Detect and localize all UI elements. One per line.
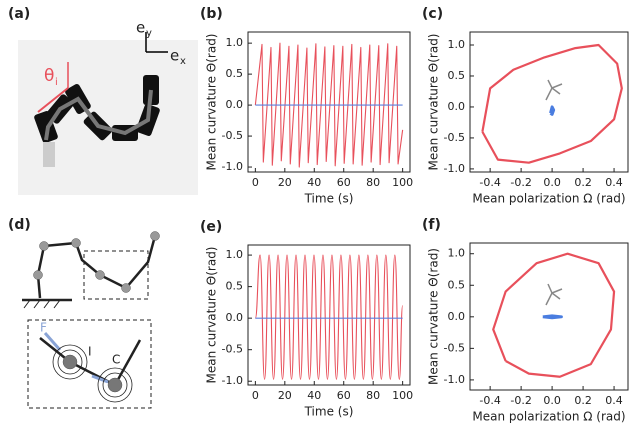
- y-tick-label: 0.0: [226, 98, 244, 111]
- series-line: [481, 43, 623, 164]
- y-tick-label: -0.5: [222, 343, 243, 356]
- coupling-label: C: [112, 353, 120, 367]
- y-axis-label: Mean curvature Θ(rad): [427, 248, 441, 385]
- x-tick-label: 0.4: [605, 176, 623, 189]
- y-tick-label: 0.5: [226, 280, 244, 293]
- x-tick-label: -0.4: [479, 176, 500, 189]
- angle-label-sub: i: [55, 77, 58, 88]
- x-tick-label: 40: [307, 389, 321, 402]
- y-axis-label: Mean curvature Θ(rad): [205, 247, 219, 384]
- x-tick-label: 0.2: [574, 176, 592, 189]
- panel-label: (d): [8, 217, 31, 233]
- x-tick-label: -0.4: [479, 394, 500, 407]
- y-axis-label: Mean curvature Θ(rad): [205, 34, 219, 171]
- y-tick-label: -0.5: [444, 131, 465, 144]
- series-line: [492, 252, 616, 378]
- y-tick-label: 1.0: [226, 248, 244, 261]
- plot-frame: [247, 244, 411, 386]
- y-tick-label: -0.5: [222, 129, 243, 142]
- x-tick-label: 100: [392, 176, 413, 189]
- y-tick-label: 0.0: [448, 100, 466, 113]
- x-tick-label: 40: [307, 176, 321, 189]
- series-line: [542, 314, 563, 320]
- x-axis-label: Mean polarization Ω (rad): [472, 192, 625, 206]
- x-tick-label: 60: [337, 176, 351, 189]
- series-line: [549, 105, 556, 116]
- x-tick-label: 0.0: [543, 176, 561, 189]
- robot-photo: [18, 32, 198, 195]
- y-tick-label: 0.5: [448, 69, 466, 82]
- x-tick-label: 0.4: [605, 394, 623, 407]
- x-axis-label: Mean polarization Ω (rad): [472, 410, 625, 424]
- x-tick-label: 100: [392, 389, 413, 402]
- plot-frame: [247, 31, 411, 173]
- panel-label: (a): [8, 6, 30, 22]
- panel-label: (e): [200, 219, 222, 235]
- axis-symbol: e: [170, 47, 179, 65]
- joints: [33, 231, 160, 393]
- schematic: [22, 235, 157, 409]
- plot-frame: [469, 31, 629, 173]
- x-tick-label: 0: [252, 389, 259, 402]
- x-tick-label: 80: [366, 389, 380, 402]
- x-tick-label: 80: [366, 176, 380, 189]
- panel-label: (c): [422, 6, 443, 22]
- y-axis-label: Mean curvature Θ(rad): [427, 34, 441, 171]
- y-tick-label: 0.0: [448, 310, 466, 323]
- x-tick-label: 0.2: [574, 394, 592, 407]
- y-tick-label: -1.0: [222, 374, 243, 387]
- axis-symbol-sub: x: [180, 56, 186, 67]
- panel-label: (f): [422, 217, 441, 233]
- y-tick-label: -0.5: [444, 341, 465, 354]
- x-axis-label: Time (s): [304, 192, 354, 206]
- y-tick-label: -1.0: [222, 160, 243, 173]
- y-tick-label: -1.0: [444, 162, 465, 175]
- x-axis-label: Time (s): [304, 405, 354, 419]
- axis-symbol: e: [136, 19, 145, 37]
- axis-symbol-sub: y: [146, 28, 152, 39]
- y-tick-label: 0.0: [226, 311, 244, 324]
- y-tick-label: 0.5: [448, 278, 466, 291]
- series-line: [254, 254, 404, 380]
- y-tick-label: 1.0: [226, 36, 244, 49]
- x-tick-label: 20: [278, 389, 292, 402]
- x-tick-label: 0: [252, 176, 259, 189]
- x-tick-label: 60: [337, 389, 351, 402]
- panel-label: (b): [200, 6, 223, 22]
- x-tick-label: -0.2: [510, 176, 531, 189]
- y-tick-label: 1.0: [448, 247, 466, 260]
- y-tick-label: 0.5: [226, 67, 244, 80]
- direction-icon: [545, 79, 563, 306]
- x-tick-label: 20: [278, 176, 292, 189]
- angle-label: θ: [44, 66, 54, 86]
- force-label: F: [40, 321, 47, 335]
- inertia-label: I: [88, 345, 92, 359]
- x-tick-label: -0.2: [510, 394, 531, 407]
- x-tick-label: 0.0: [543, 394, 561, 407]
- y-tick-label: 1.0: [448, 38, 466, 51]
- y-tick-label: -1.0: [444, 373, 465, 386]
